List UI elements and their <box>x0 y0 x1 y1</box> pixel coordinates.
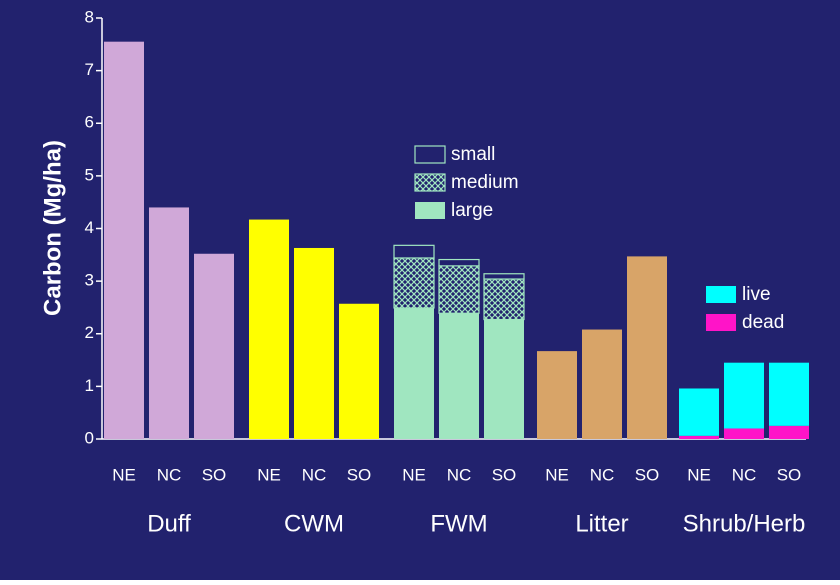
bar-shrubherb-nc-live <box>724 362 764 429</box>
x-tick-label: NC <box>732 465 757 484</box>
x-tick-label: NC <box>590 465 615 484</box>
bar-fwm-so-medium <box>483 278 525 321</box>
legends: small medium large live dead <box>414 144 784 333</box>
bar-fwm-ne-small <box>393 244 435 259</box>
legend-label-dead: dead <box>742 312 784 333</box>
y-tick-label: 1 <box>85 376 94 395</box>
bar-fwm-nc-small <box>438 258 480 267</box>
bar-fwm-so-large <box>484 319 524 439</box>
y-tick-label: 2 <box>85 323 94 342</box>
x-tick-label: NC <box>157 465 182 484</box>
legend-swatch-medium <box>414 173 446 192</box>
x-tick-label: NE <box>112 465 136 484</box>
y-tick-label: 0 <box>85 428 94 447</box>
bar-duff-nc <box>149 207 189 439</box>
y-tick-label: 3 <box>85 271 94 290</box>
legend-swatch-live <box>706 286 736 303</box>
group-label: CWM <box>284 510 344 537</box>
bar-shrubherb-ne-live <box>679 388 719 436</box>
bar-fwm-ne-large <box>394 307 434 439</box>
bar-fwm-nc-large <box>439 313 479 439</box>
bar-fwm-so-small <box>483 273 525 280</box>
x-tick-label: NC <box>302 465 327 484</box>
bar-cwm-ne <box>249 219 289 439</box>
legend-swatch-large <box>415 202 445 219</box>
y-tick-label: 8 <box>85 7 94 26</box>
group-label: FWM <box>430 510 487 537</box>
labels: 0 1 2 3 4 5 6 7 8 NE NC SO Duff NE NC SO CWM NE NC SO FWM NE N… <box>85 7 806 537</box>
x-tick-label: NC <box>447 465 472 484</box>
y-axis-title: Carbon (Mg/ha) <box>39 140 66 316</box>
group-label: Duff <box>147 510 191 537</box>
y-tick-label: 7 <box>85 60 94 79</box>
x-tick-label: SO <box>777 465 802 484</box>
group-label: Shrub/Herb <box>683 510 806 537</box>
bar-shrubherb-so-dead <box>769 425 809 439</box>
bars <box>104 41 809 440</box>
bar-litter-ne <box>537 351 577 439</box>
legend-swatch-dead <box>706 314 736 331</box>
x-tick-label: SO <box>347 465 372 484</box>
legend-label-large: large <box>451 200 493 221</box>
bar-fwm-ne-medium <box>393 257 435 309</box>
bar-shrubherb-nc-dead <box>724 428 764 439</box>
legend-label-medium: medium <box>451 172 519 193</box>
legend-label-live: live <box>742 284 771 305</box>
bar-duff-ne <box>104 41 144 440</box>
y-tick-label: 4 <box>85 218 94 237</box>
bar-shrubherb-ne-dead <box>679 435 719 439</box>
x-tick-label: NE <box>545 465 569 484</box>
bar-fwm-nc-medium <box>438 265 480 314</box>
bar-cwm-so <box>339 303 379 439</box>
x-tick-label: SO <box>492 465 517 484</box>
bar-shrubherb-so-live <box>769 362 809 426</box>
y-tick-label: 5 <box>85 165 94 184</box>
x-tick-label: NE <box>687 465 711 484</box>
x-tick-label: NE <box>257 465 281 484</box>
legend-label-small: small <box>451 144 495 165</box>
group-label: Litter <box>575 510 628 537</box>
x-tick-label: SO <box>635 465 660 484</box>
x-tick-label: NE <box>402 465 426 484</box>
x-tick-label: SO <box>202 465 227 484</box>
bar-litter-so <box>627 256 667 439</box>
bar-cwm-nc <box>294 247 334 439</box>
legend-swatch-small <box>414 145 446 164</box>
bar-duff-so <box>194 253 234 439</box>
y-tick-label: 6 <box>85 113 94 132</box>
bar-litter-nc <box>582 329 622 439</box>
